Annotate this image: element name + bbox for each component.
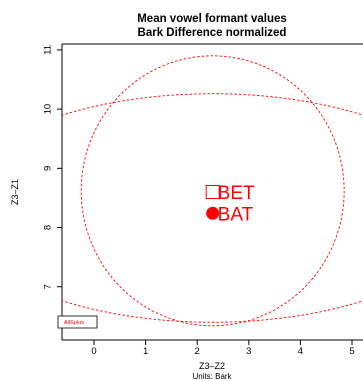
y-tick-label: 10	[43, 104, 54, 115]
y-axis-label: Z3–Z1	[10, 179, 20, 205]
x-axis: 0 1 2 3 4 5	[91, 340, 355, 357]
y-tick-label: 8	[43, 225, 54, 230]
x-axis-label: Z3–Z2	[199, 361, 225, 371]
x-axis-units-note: Units: Bark	[192, 372, 232, 381]
x-tick-label: 2	[195, 346, 200, 357]
x-tick-label: 1	[143, 346, 148, 357]
x-tick-label: 0	[91, 346, 96, 357]
y-axis: 7 8 9 10 11	[43, 45, 62, 289]
x-tick-label: 3	[246, 346, 251, 357]
legend-label: AllSpkrs	[64, 320, 84, 326]
point-label-bat: BAT	[218, 204, 254, 225]
ellipse	[62, 93, 363, 323]
legend: AllSpkrs	[57, 315, 98, 329]
point-marker-bat	[206, 206, 220, 220]
confidence-ellipses	[62, 55, 363, 327]
point-label-bet: BET	[218, 183, 255, 204]
chart-subtitle: Bark Difference normalized	[138, 27, 287, 39]
chart-title: Mean vowel formant values	[137, 13, 287, 25]
y-tick-label: 7	[43, 284, 54, 289]
x-tick-label: 4	[298, 346, 303, 357]
legend-box	[57, 315, 98, 329]
point-marker-bet	[205, 185, 220, 199]
ellipse	[80, 55, 345, 327]
y-tick-label: 9	[43, 166, 54, 171]
y-tick-label: 11	[43, 45, 54, 55]
x-tick-label: 5	[349, 346, 354, 357]
